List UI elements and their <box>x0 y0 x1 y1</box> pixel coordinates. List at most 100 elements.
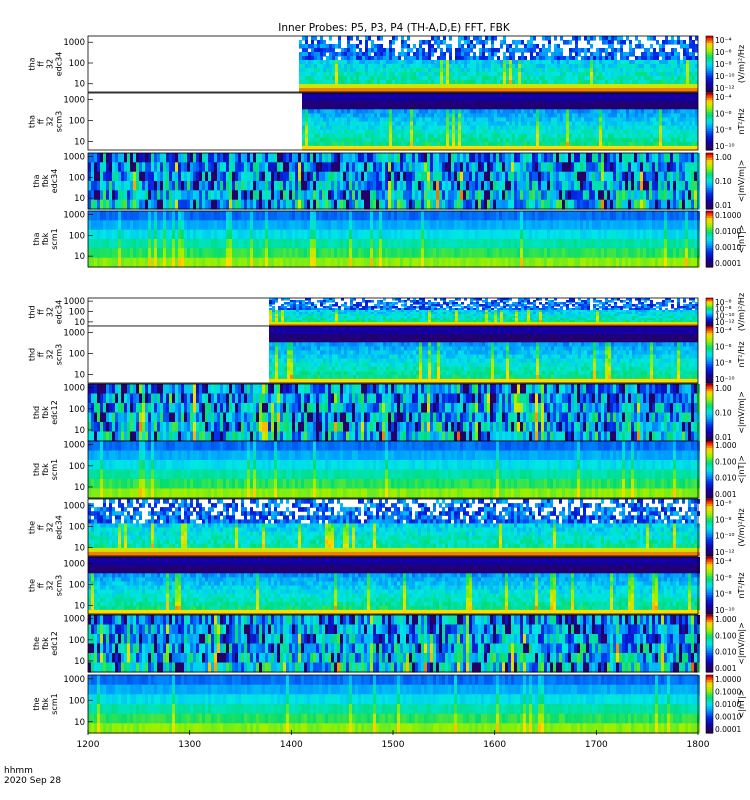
spectrogram-cell <box>398 76 401 81</box>
spectrogram-cell <box>677 84 680 89</box>
spectrogram-cell <box>377 137 380 143</box>
spectrogram-cell <box>647 88 650 93</box>
spectrogram-cell <box>625 162 628 173</box>
spectrogram-cell <box>329 125 332 131</box>
spectrogram-cell <box>490 190 493 201</box>
spectrogram-cell <box>614 133 617 139</box>
spectrogram-cell <box>620 60 623 65</box>
spectrogram-cell <box>532 190 535 201</box>
spectrogram-cell <box>688 171 691 182</box>
spectrogram-cell <box>593 76 596 81</box>
spectrogram-cell <box>671 141 674 147</box>
spectrogram-cell <box>430 171 433 182</box>
spectrogram-cell <box>488 52 491 57</box>
spectrogram-cell <box>317 113 320 119</box>
spectrogram-cell <box>305 84 308 89</box>
spectrogram-cell <box>509 145 512 151</box>
colorbar-segment <box>706 121 713 125</box>
spectrogram-cell <box>617 113 620 119</box>
spectrogram-cell <box>512 40 515 45</box>
spectrogram-cell <box>311 121 314 127</box>
spectrogram-cell <box>422 84 425 89</box>
spectrogram-cell <box>187 199 190 210</box>
spectrogram-cell <box>388 199 391 210</box>
spectrogram-cell <box>437 113 440 119</box>
spectrogram-cell <box>692 84 695 89</box>
spectrogram-cell <box>359 133 362 139</box>
spectrogram-cell <box>635 141 638 147</box>
spectrogram-cell <box>599 88 602 93</box>
spectrogram-cell <box>311 113 314 119</box>
spectrogram-cell <box>380 88 383 93</box>
spectrogram-cell <box>455 48 458 53</box>
spectrogram-cell <box>371 76 374 81</box>
spectrogram-cell <box>443 80 446 85</box>
spectrogram-cell <box>632 48 635 53</box>
spectrogram-cell <box>575 40 578 45</box>
spectrogram-cell <box>431 60 434 65</box>
spectrogram-cell <box>193 153 196 163</box>
spectrogram-cell <box>470 93 473 98</box>
spectrogram-cell <box>656 64 659 69</box>
spectrogram-cell <box>142 199 145 210</box>
spectrogram-cell <box>440 141 443 147</box>
spectrogram-cell <box>641 101 644 106</box>
spectrogram-cell <box>455 80 458 85</box>
spectrogram-cell <box>118 171 121 182</box>
spectrogram-cell <box>380 113 383 119</box>
spectrogram-cell <box>530 117 533 123</box>
spectrogram-cell <box>371 88 374 93</box>
spectrogram-cell <box>632 84 635 89</box>
spectrogram-cell <box>473 129 476 135</box>
spectrogram-cell <box>557 48 560 53</box>
spectrogram-cell <box>640 199 643 210</box>
spectrogram-cell <box>359 72 362 77</box>
spectrogram-cell <box>305 105 308 110</box>
spectrogram-cell <box>479 88 482 93</box>
spectrogram-cell <box>659 76 662 81</box>
spectrogram-cell <box>428 44 431 49</box>
spectrogram-cell <box>299 52 302 57</box>
spectrogram-cell <box>529 199 532 210</box>
spectrogram-cell <box>650 88 653 93</box>
spectrogram-cell <box>661 162 664 173</box>
spectrogram-cell <box>157 171 160 182</box>
spectrogram-cell <box>314 109 317 114</box>
spectrogram-cell <box>389 76 392 81</box>
spectrogram-cell <box>671 80 674 85</box>
spectrogram-cell <box>154 181 157 191</box>
spectrogram-cell <box>671 133 674 139</box>
spectrogram-cell <box>389 109 392 114</box>
spectrogram-cell <box>466 171 469 182</box>
spectrogram-cell <box>638 88 641 93</box>
spectrogram-cell <box>271 190 274 201</box>
spectrogram-cell <box>626 84 629 89</box>
spectrogram-cell <box>476 113 479 119</box>
spectrogram-cell <box>605 97 608 102</box>
spectrogram-cell <box>458 93 461 98</box>
spectrogram-cell <box>527 101 530 106</box>
spectrogram-cell <box>244 162 247 173</box>
spectrogram-cell <box>488 68 491 73</box>
spectrogram-cell <box>614 121 617 127</box>
spectrogram-cell <box>103 220 106 231</box>
spectrogram-cell <box>106 190 109 201</box>
spectrogram-cell <box>460 181 463 191</box>
spectrogram-cell <box>413 145 416 151</box>
spectrogram-cell <box>544 162 547 173</box>
spectrogram-cell <box>604 181 607 191</box>
spectrogram-cell <box>416 52 419 57</box>
spectrogram-cell <box>428 60 431 65</box>
spectrogram-cell <box>542 97 545 102</box>
spectrogram-cell <box>506 105 509 110</box>
spectrogram-cell <box>617 137 620 143</box>
spectrogram-cell <box>452 117 455 123</box>
spectrogram-cell <box>587 64 590 69</box>
spectrogram-cell <box>428 133 431 139</box>
spectrogram-cell <box>611 60 614 65</box>
spectrogram-cell <box>503 113 506 119</box>
spectrogram-cell <box>419 72 422 77</box>
spectrogram-cell <box>274 153 277 163</box>
spectrogram-cell <box>523 153 526 163</box>
spectrogram-cell <box>481 171 484 182</box>
